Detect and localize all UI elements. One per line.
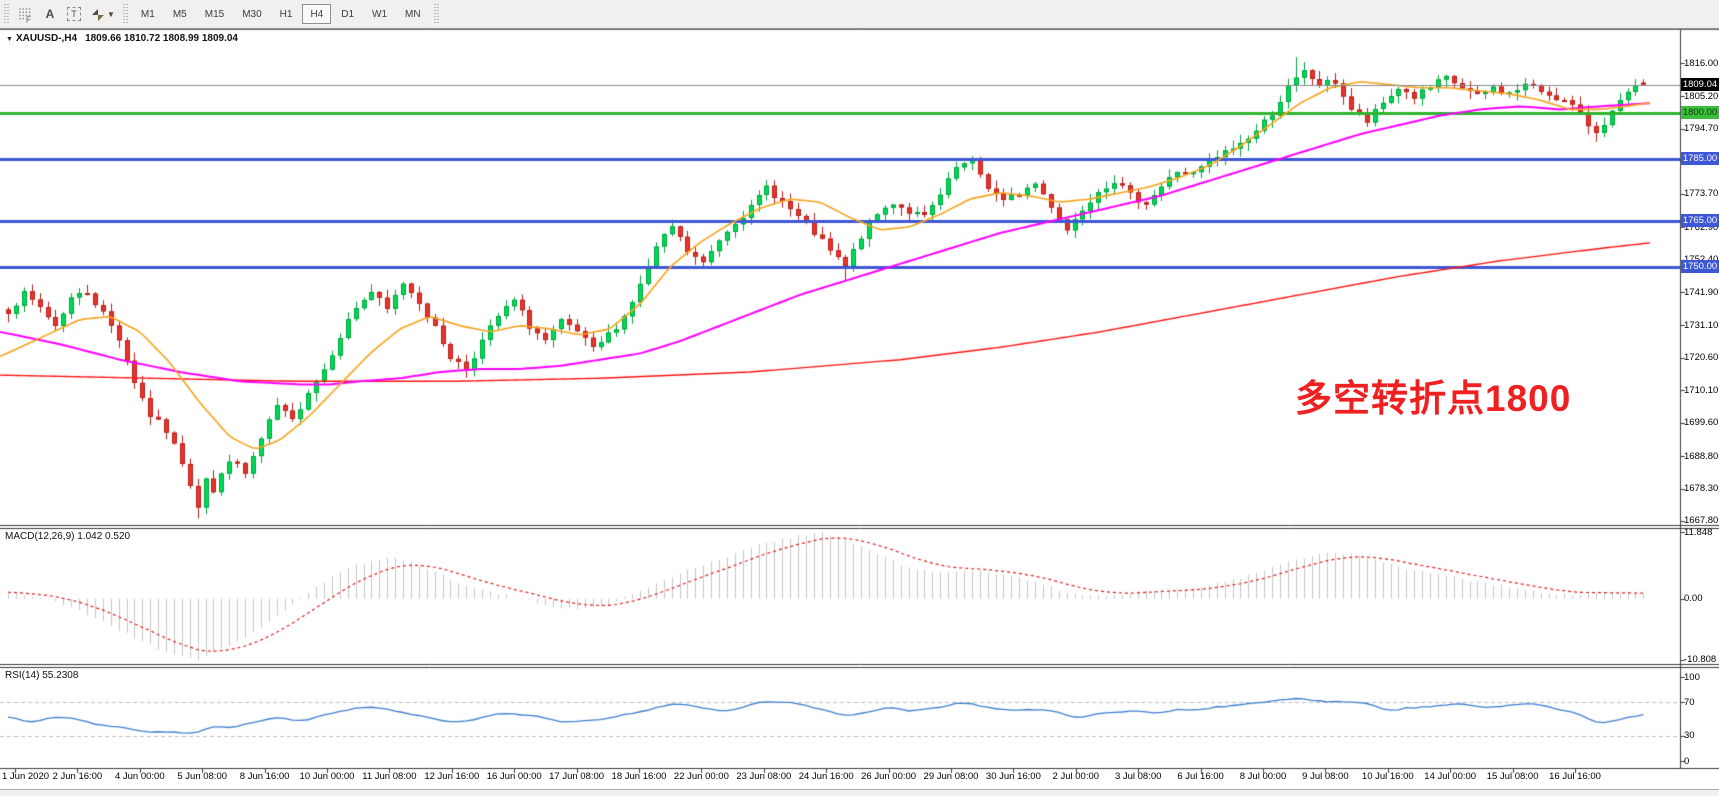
timeframe-group: M1 M5 M15 M30 H1 H4 D1 W1 MN: [132, 4, 430, 24]
macd-axis-label: 11.848: [1684, 526, 1713, 538]
chart-annotation[interactable]: 多空转折点1800: [1295, 378, 1572, 419]
date-tick-label: 15 Jul 08:00: [1486, 771, 1539, 782]
text-tool-icon: T: [67, 7, 81, 21]
price-tick-label: 1667.80: [1684, 515, 1719, 527]
date-tick-label: 30 Jun 16:00: [985, 771, 1041, 782]
date-tick-label: 22 Jun 00:00: [673, 771, 729, 782]
timeframe-button-MN[interactable]: MN: [397, 4, 429, 24]
date-tick-label: 26 Jun 00:00: [861, 771, 917, 782]
price-tick-label: 1794.70: [1684, 123, 1719, 135]
price-tick-label: 1688.80: [1684, 450, 1719, 462]
rsi-axis-label: 70: [1684, 696, 1695, 708]
price-tick-label: 1731.10: [1684, 319, 1719, 331]
current-price-badge: 1809.04: [1681, 78, 1719, 92]
timeframe-button-D1[interactable]: D1: [333, 4, 362, 24]
date-tick-label: 16 Jun 00:00: [486, 771, 542, 782]
date-tick-label: 9 Jul 08:00: [1302, 771, 1349, 782]
arrow-objects-button[interactable]: ▼: [86, 3, 119, 25]
dropdown-caret-icon: ▼: [107, 9, 115, 19]
price-tick-label: 1699.60: [1684, 417, 1719, 429]
rsi-indicator-label: RSI(14) 55.2308: [5, 670, 79, 681]
date-tick-label: 10 Jun 00:00: [299, 771, 355, 782]
date-tick-label: 18 Jun 16:00: [611, 771, 667, 782]
text-tool-button[interactable]: T: [62, 3, 86, 25]
date-tick-label: 10 Jul 16:00: [1361, 771, 1414, 782]
date-tick-label: 17 Jun 08:00: [549, 771, 605, 782]
toolbar-grip[interactable]: [121, 4, 129, 24]
date-tick-label: 29 Jun 08:00: [923, 771, 979, 782]
timeframe-button-H1[interactable]: H1: [272, 4, 301, 24]
price-tick-label: 1678.30: [1684, 483, 1719, 495]
toolbar-grip[interactable]: [3, 4, 10, 24]
level-badge-1785: 1785.00: [1681, 152, 1719, 166]
date-tick-label: 12 Jun 16:00: [424, 771, 480, 782]
level-badge-1765: 1765.00: [1681, 214, 1719, 228]
level-badge-1750: 1750.00: [1681, 260, 1719, 274]
date-tick-label: 8 Jun 16:00: [239, 771, 290, 782]
price-tick-label: 1773.70: [1684, 188, 1719, 200]
date-tick-label: 5 Jun 08:00: [177, 771, 228, 782]
price-tick-label: 1805.20: [1684, 90, 1719, 102]
price-tick-label: 1816.00: [1684, 57, 1719, 69]
date-tick-label: 14 Jul 00:00: [1424, 771, 1477, 782]
date-tick-label: 1 Jun 2020: [2, 771, 50, 782]
toolbar-grip[interactable]: [432, 4, 440, 24]
crosshair-grid-icon: F: [19, 7, 31, 23]
svg-text:F: F: [26, 15, 31, 23]
date-tick-label: 2 Jun 16:00: [52, 771, 103, 782]
timeframe-button-M5[interactable]: M5: [165, 4, 195, 24]
macd-axis-label: -10.808: [1684, 654, 1717, 666]
macd-indicator-label: MACD(12,26,9) 1.042 0.520: [5, 531, 131, 542]
level-badge-1800: 1800.00: [1681, 106, 1719, 119]
macd-axis-label: 0.00: [1684, 593, 1703, 605]
symbol-ohlc-line: ▼ XAUUSD-,H4 1809.66 1810.72 1808.99 1809.…: [6, 33, 238, 44]
date-tick-label: 2 Jul 00:00: [1052, 771, 1100, 782]
ohlc-values: 1809.66 1810.72 1808.99 1809.04: [85, 33, 238, 44]
label-a-button[interactable]: A: [38, 3, 62, 25]
date-tick-label: 3 Jul 08:00: [1114, 771, 1162, 782]
date-tick-label: 23 Jun 08:00: [736, 771, 792, 782]
date-tick-label: 11 Jun 08:00: [362, 771, 417, 782]
date-tick-label: 4 Jun 00:00: [114, 771, 165, 782]
bottom-strip: [0, 789, 1719, 796]
rsi-axis-label: 0: [1684, 755, 1690, 767]
timeframe-button-W1[interactable]: W1: [364, 4, 395, 24]
price-tick-label: 1741.90: [1684, 286, 1719, 298]
crosshair-grid-icon-button[interactable]: F: [13, 3, 38, 25]
price-tick-label: 1710.10: [1684, 384, 1719, 396]
price-tick-label: 1752.40: [1684, 254, 1719, 265]
price-tick-label: 1720.60: [1684, 352, 1719, 364]
arrow-objects-icon: [92, 8, 104, 21]
date-tick-label: 24 Jun 16:00: [798, 771, 854, 782]
rsi-axis-label: 30: [1684, 730, 1695, 742]
date-tick-label: 16 Jul 16:00: [1549, 771, 1601, 782]
symbol-collapse-icon[interactable]: ▼: [6, 36, 13, 43]
symbol-label: XAUUSD-,H4: [15, 33, 78, 44]
date-tick-label: 6 Jul 16:00: [1177, 771, 1224, 782]
timeframe-button-M30[interactable]: M30: [234, 4, 269, 24]
label-a-icon: A: [45, 7, 55, 21]
timeframe-button-M1[interactable]: M1: [133, 4, 163, 24]
toolbar: F A T ▼ M1 M5 M15 M30 H1 H4 D1 W1 MN: [0, 0, 1719, 29]
rsi-axis-label: 100: [1684, 671, 1700, 683]
timeframe-button-H4[interactable]: H4: [302, 4, 332, 24]
timeframe-button-M15[interactable]: M15: [197, 4, 232, 24]
date-tick-label: 8 Jul 00:00: [1239, 771, 1287, 782]
